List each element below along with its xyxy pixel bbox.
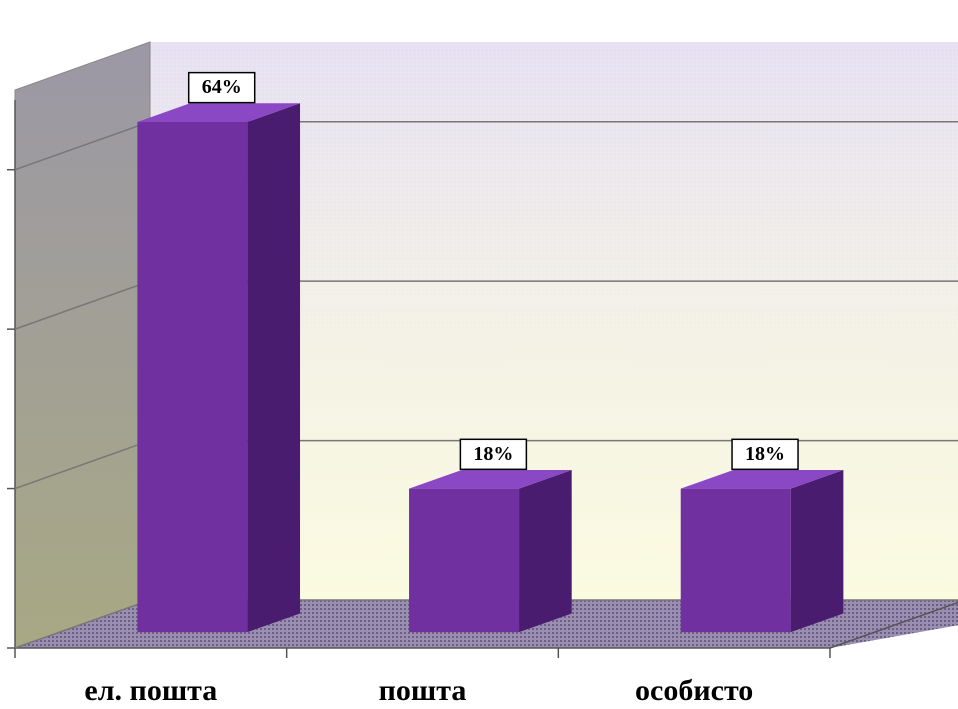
bar	[680, 488, 791, 633]
value-label: 18%	[745, 443, 785, 465]
value-label-box	[459, 438, 528, 471]
left-wall	[14, 41, 151, 649]
value-label-box	[731, 438, 799, 471]
x-axis-depth	[829, 601, 958, 649]
bar-top	[680, 469, 844, 489]
marks: 64% ел. пошта 18% пошта 18% особисто	[84, 71, 844, 707]
value-label: 64%	[202, 76, 242, 98]
value-label: 18%	[473, 443, 513, 465]
grid-line-side	[14, 439, 151, 490]
x-tick-label: ел. пошта	[84, 674, 217, 707]
bar-top	[409, 469, 572, 489]
bar-top	[137, 103, 301, 122]
grid-line-side	[14, 599, 151, 649]
bar	[137, 121, 248, 633]
bar-side	[519, 469, 572, 633]
x-tick-label: особисто	[635, 674, 753, 707]
bar-side	[790, 469, 844, 633]
value-label-box	[187, 71, 256, 104]
x-tick-label: пошта	[379, 674, 467, 707]
grid-line-side	[14, 121, 151, 171]
grid-line-side	[14, 280, 151, 330]
bar-side	[247, 103, 301, 633]
bar	[409, 488, 520, 633]
